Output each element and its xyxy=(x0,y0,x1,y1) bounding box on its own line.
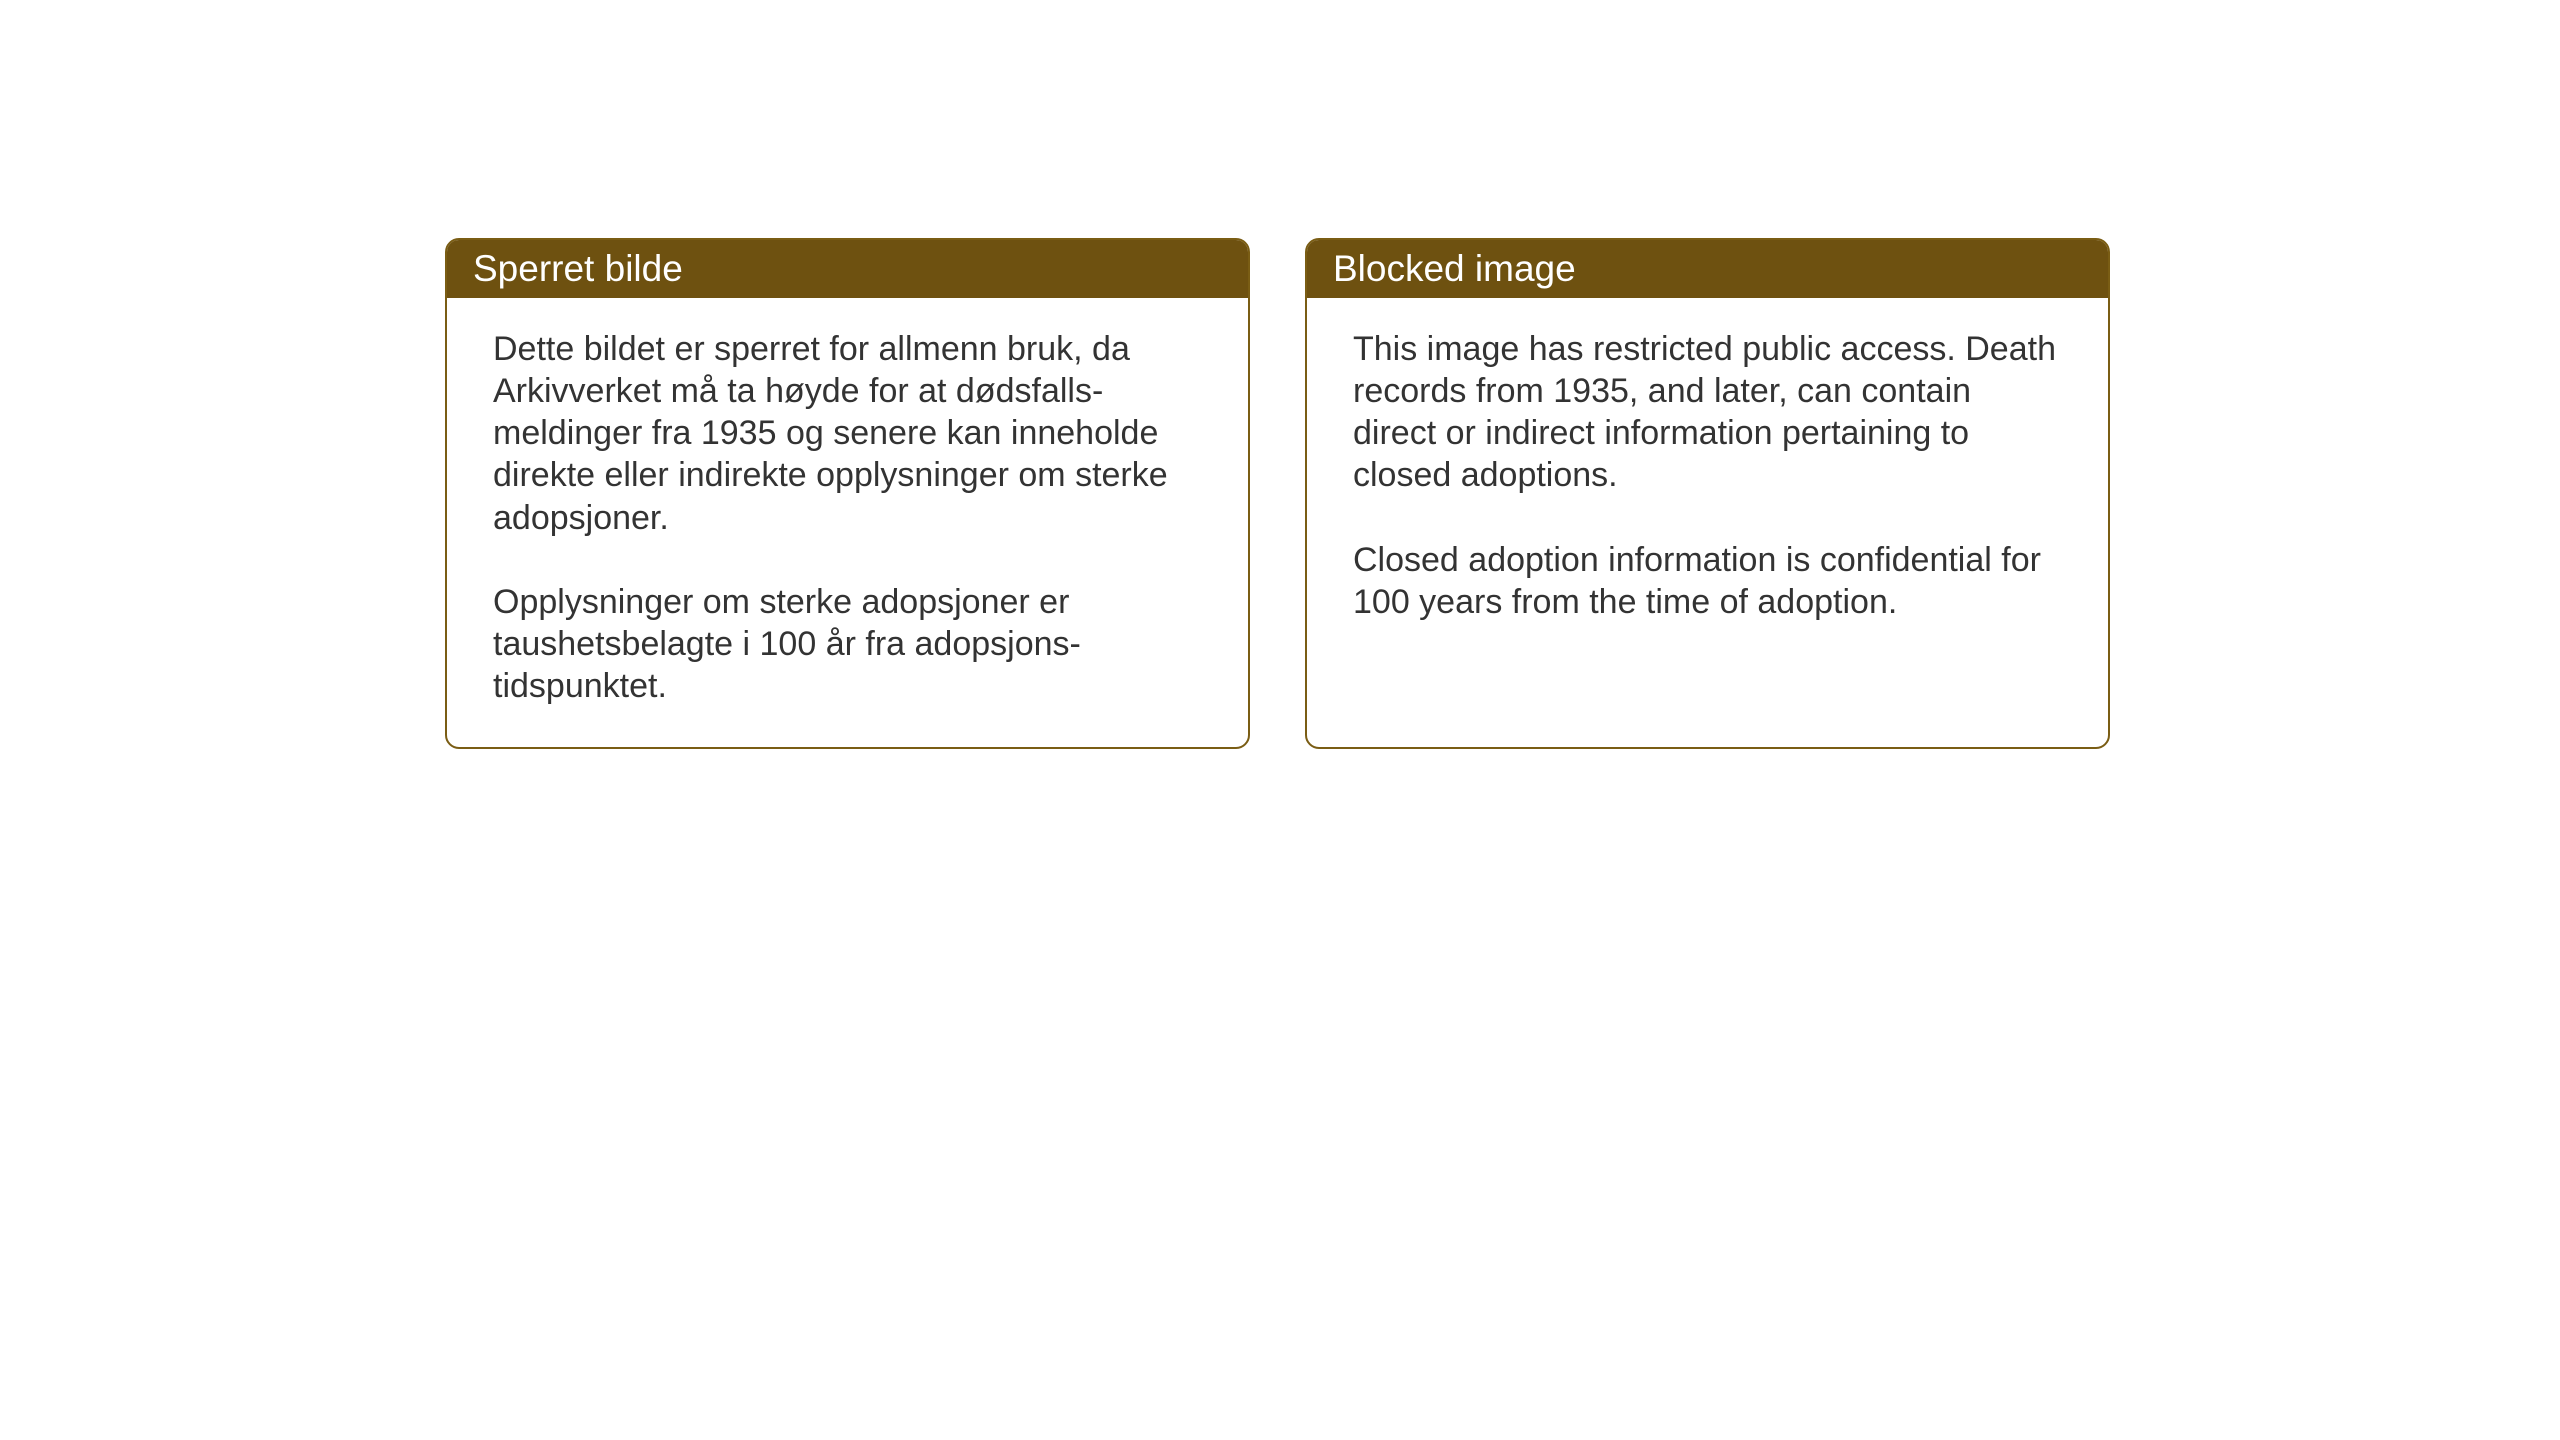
panel-norwegian-header: Sperret bilde xyxy=(447,240,1248,298)
panel-norwegian-title: Sperret bilde xyxy=(473,248,683,289)
panel-english-paragraph-1: This image has restricted public access.… xyxy=(1353,328,2062,497)
panel-english-body: This image has restricted public access.… xyxy=(1307,298,2108,742)
panel-english-title: Blocked image xyxy=(1333,248,1576,289)
panel-english-header: Blocked image xyxy=(1307,240,2108,298)
panel-norwegian: Sperret bilde Dette bildet er sperret fo… xyxy=(445,238,1250,749)
panel-english-paragraph-2: Closed adoption information is confident… xyxy=(1353,539,2062,623)
panel-norwegian-body: Dette bildet er sperret for allmenn bruk… xyxy=(447,298,1248,747)
panel-norwegian-paragraph-2: Opplysninger om sterke adopsjoner er tau… xyxy=(493,581,1202,707)
panel-english: Blocked image This image has restricted … xyxy=(1305,238,2110,749)
panels-container: Sperret bilde Dette bildet er sperret fo… xyxy=(445,238,2110,749)
panel-norwegian-paragraph-1: Dette bildet er sperret for allmenn bruk… xyxy=(493,328,1202,539)
